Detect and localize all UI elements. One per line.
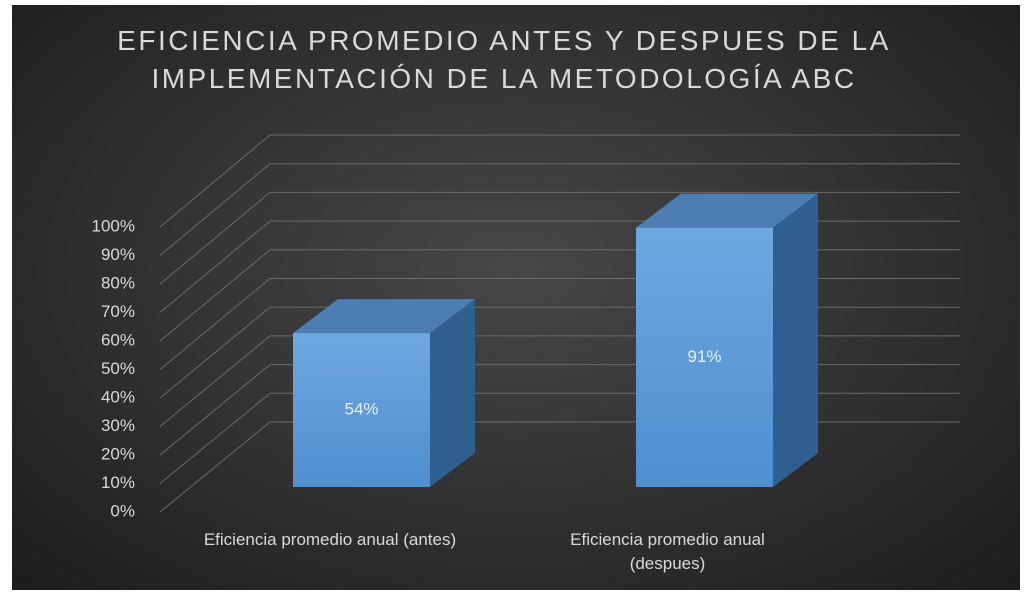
bar-side [773, 193, 818, 487]
y-tick-label: 70% [101, 302, 135, 321]
grid-line [159, 220, 271, 313]
grid-line [159, 278, 271, 370]
grid-line [159, 192, 271, 285]
grid-line [159, 249, 271, 342]
grid-line [159, 134, 271, 228]
y-tick-label: 50% [101, 359, 135, 378]
data-label: 91% [687, 347, 721, 366]
y-tick-label: 100% [92, 216, 135, 235]
y-tick-label: 10% [101, 473, 135, 492]
bar-top [636, 193, 818, 228]
y-tick-label: 40% [101, 387, 135, 406]
x-tick-label: Eficiencia promedio anual (despues) [570, 530, 765, 573]
bar [636, 227, 773, 487]
bar [293, 333, 430, 487]
y-tick-label: 60% [101, 330, 135, 349]
bar-top [293, 299, 475, 334]
chart-area [12, 5, 1020, 590]
y-tick-label: 90% [101, 245, 135, 264]
y-tick-label: 0% [110, 501, 135, 520]
bar-side [430, 299, 475, 487]
grid-line [159, 364, 271, 456]
grid-line [159, 392, 271, 484]
x-tick-label: Eficiencia promedio anual (antes) [203, 530, 457, 549]
data-label: 54% [344, 400, 378, 419]
grid-line [159, 306, 271, 399]
chart-title: EFICIENCIA PROMEDIO ANTES Y DESPUES DE L… [117, 25, 891, 94]
y-tick-label: 20% [101, 444, 135, 463]
grid-line [159, 335, 271, 427]
grid-line [159, 421, 271, 513]
y-tick-label: 30% [101, 416, 135, 435]
y-tick-label: 80% [101, 273, 135, 292]
grid-line [159, 163, 271, 256]
